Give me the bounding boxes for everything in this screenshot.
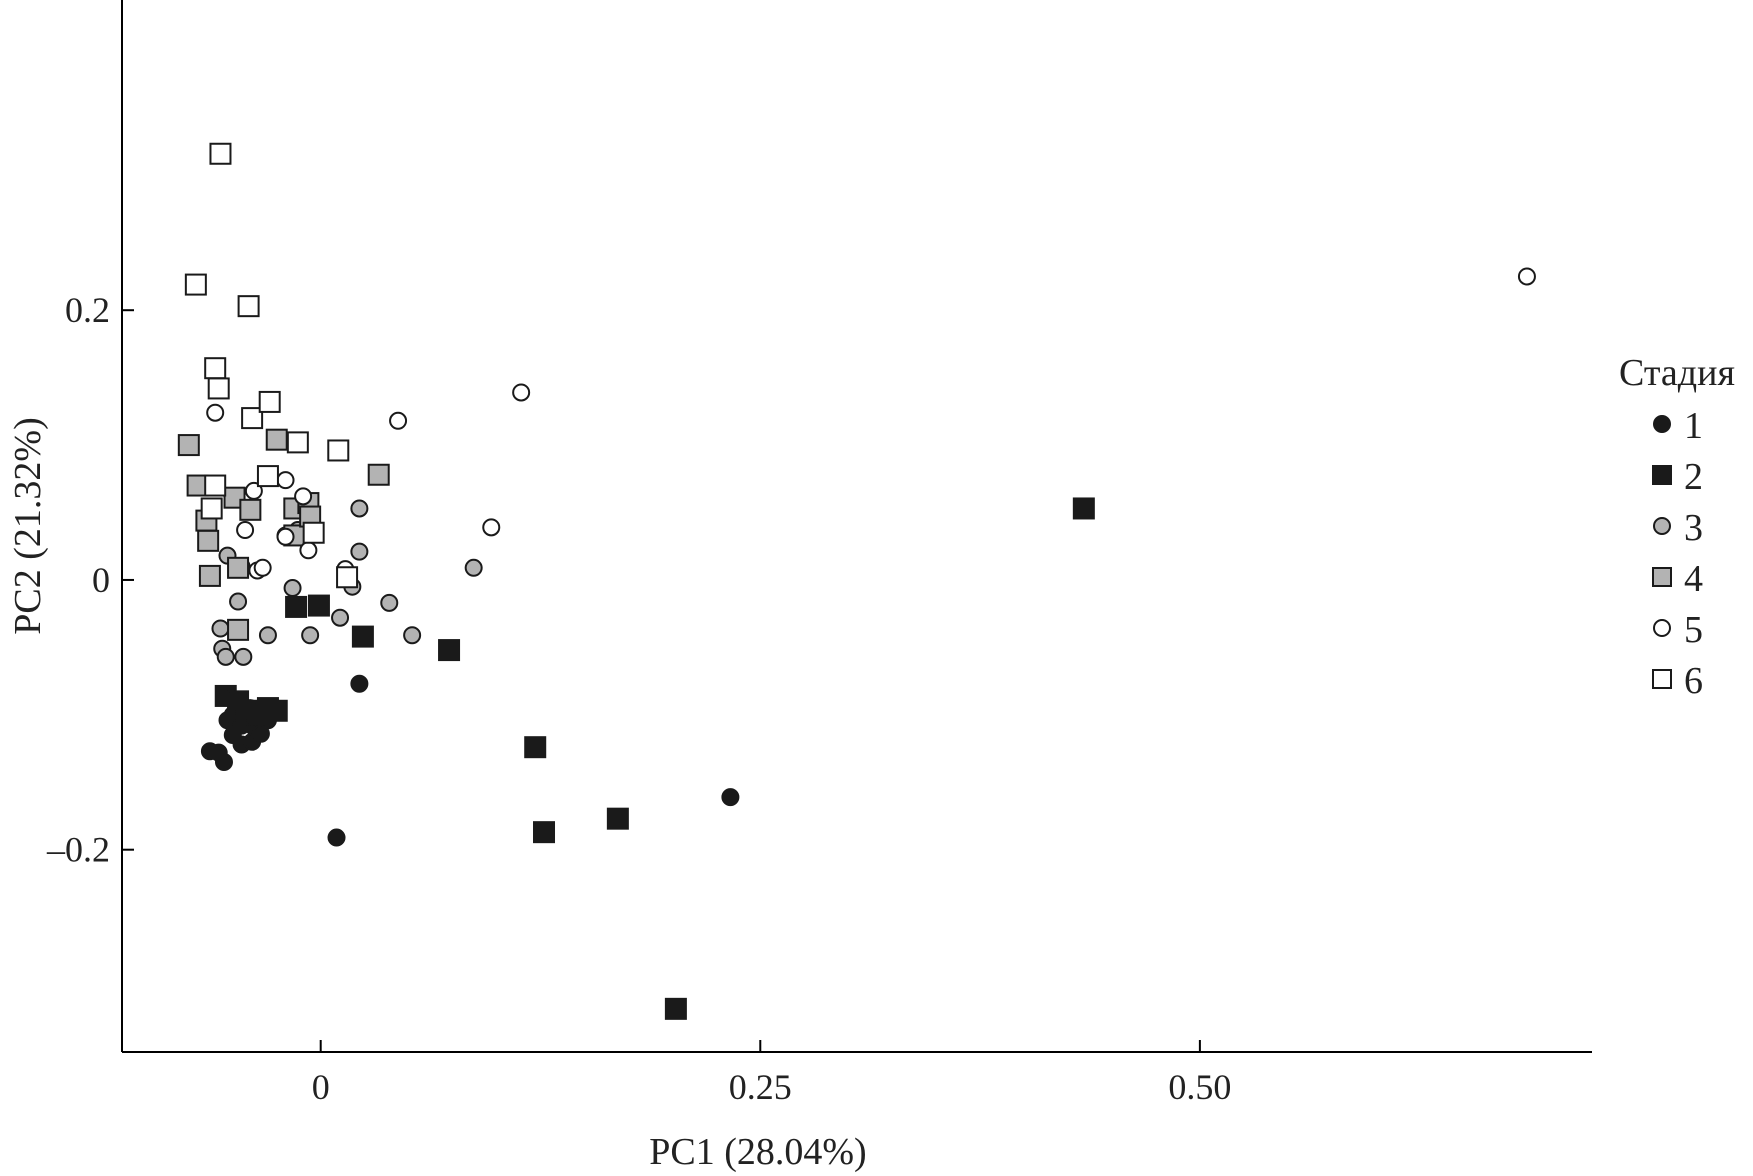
data-point-series-6 bbox=[258, 390, 281, 413]
y-tick-label: 0.2 bbox=[65, 290, 110, 330]
legend-label: 3 bbox=[1684, 507, 1703, 549]
legend-label: 5 bbox=[1684, 609, 1703, 651]
data-point-series-3 bbox=[229, 592, 248, 611]
legend-label: 6 bbox=[1684, 660, 1703, 702]
data-point-series-6 bbox=[286, 431, 309, 454]
legend-marker-6 bbox=[1652, 669, 1672, 689]
x-tick-label: 0.25 bbox=[729, 1067, 792, 1107]
data-point-series-5 bbox=[512, 383, 531, 402]
data-point-series-3 bbox=[283, 579, 302, 598]
data-point-series-5 bbox=[253, 558, 272, 577]
data-point-series-6 bbox=[207, 377, 230, 400]
data-point-series-4 bbox=[265, 428, 288, 451]
data-point-series-5 bbox=[389, 411, 408, 430]
legend-marker-2 bbox=[1652, 465, 1672, 485]
data-point-series-3 bbox=[216, 647, 235, 666]
data-point-series-6 bbox=[204, 357, 227, 380]
data-point-series-6 bbox=[241, 407, 264, 430]
data-point-series-6 bbox=[184, 273, 207, 296]
y-ticks: 0.2 0 –0.2 bbox=[46, 290, 134, 870]
data-point-series-3 bbox=[301, 626, 320, 645]
data-point-series-5 bbox=[294, 487, 313, 506]
data-point-series-2 bbox=[265, 699, 288, 722]
data-point-series-1 bbox=[721, 788, 740, 807]
data-point-series-5 bbox=[482, 518, 501, 537]
data-point-series-4 bbox=[227, 618, 250, 641]
data-point-series-6 bbox=[237, 295, 260, 318]
legend-marker-3 bbox=[1653, 517, 1671, 535]
data-point-series-2 bbox=[1072, 497, 1095, 520]
data-point-series-4 bbox=[177, 434, 200, 457]
x-ticks: 0 0.25 0.50 bbox=[312, 1040, 1231, 1107]
axes bbox=[121, 0, 1592, 1053]
data-point-series-5 bbox=[276, 527, 295, 546]
legend-marker-5 bbox=[1653, 619, 1671, 637]
data-point-series-4 bbox=[227, 556, 250, 579]
data-point-series-2 bbox=[524, 736, 547, 759]
data-point-series-3 bbox=[350, 499, 369, 518]
data-point-series-3 bbox=[380, 593, 399, 612]
data-point-series-2 bbox=[307, 594, 330, 617]
legend-title: Стадия bbox=[1619, 352, 1735, 394]
data-point-series-6 bbox=[327, 439, 350, 462]
data-point-series-3 bbox=[211, 619, 230, 638]
data-point-series-6 bbox=[209, 142, 232, 165]
data-point-series-4 bbox=[239, 498, 262, 521]
data-point-series-2 bbox=[285, 595, 308, 618]
y-axis-title: PC2 (21.32%) bbox=[7, 417, 49, 634]
data-point-series-5 bbox=[299, 541, 318, 560]
data-point-series-5 bbox=[236, 521, 255, 540]
data-point-series-3 bbox=[234, 647, 253, 666]
data-point-series-5 bbox=[276, 471, 295, 490]
data-point-series-2 bbox=[533, 821, 556, 844]
data-point-series-2 bbox=[351, 625, 374, 648]
data-point-series-1 bbox=[350, 674, 369, 693]
data-point-series-3 bbox=[403, 626, 422, 645]
data-point-series-3 bbox=[331, 608, 350, 627]
data-point-series-4 bbox=[197, 529, 220, 552]
legend-label: 1 bbox=[1684, 405, 1703, 447]
data-point-series-2 bbox=[606, 807, 629, 830]
legend-marker-4 bbox=[1652, 567, 1672, 587]
legend-label: 2 bbox=[1684, 456, 1703, 498]
legend: Стадия 1 2 3 4 5 6 bbox=[1619, 352, 1735, 702]
data-point-series-3 bbox=[464, 558, 483, 577]
legend-label: 4 bbox=[1684, 558, 1703, 600]
data-point-series-4 bbox=[198, 564, 221, 587]
data-point-series-5 bbox=[1517, 267, 1536, 286]
data-point-series-2 bbox=[438, 639, 461, 662]
data-points bbox=[177, 142, 1536, 1020]
data-point-series-3 bbox=[350, 542, 369, 561]
x-axis-title: PC1 (28.04%) bbox=[649, 1131, 866, 1173]
data-point-series-6 bbox=[256, 465, 279, 488]
data-point-series-6 bbox=[302, 521, 325, 544]
data-point-series-4 bbox=[367, 463, 390, 486]
y-tick-label: 0 bbox=[92, 560, 110, 600]
data-point-series-6 bbox=[204, 474, 227, 497]
data-point-series-2 bbox=[664, 997, 687, 1020]
x-tick-label: 0.50 bbox=[1168, 1067, 1231, 1107]
data-point-series-6 bbox=[336, 566, 359, 589]
x-tick-label: 0 bbox=[312, 1067, 330, 1107]
data-point-series-1 bbox=[223, 726, 242, 745]
y-tick-label: –0.2 bbox=[46, 830, 110, 870]
legend-marker-1 bbox=[1653, 415, 1671, 433]
data-point-series-1 bbox=[327, 828, 346, 847]
data-point-series-1 bbox=[209, 743, 228, 762]
data-point-series-5 bbox=[206, 403, 225, 422]
data-point-series-6 bbox=[200, 497, 223, 520]
data-point-series-3 bbox=[258, 626, 277, 645]
